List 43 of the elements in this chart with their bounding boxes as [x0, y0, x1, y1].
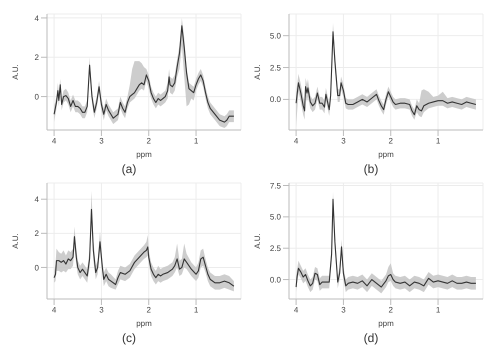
x-tick-label: 4 — [294, 136, 299, 146]
y-axis-title: A.U. — [10, 233, 20, 249]
x-tick-label: 3 — [99, 136, 104, 146]
x-tick-label: 1 — [194, 306, 199, 315]
text: (a) — [122, 162, 136, 176]
y-tick-label: 2 — [34, 229, 40, 238]
x-tick-label: 1 — [436, 306, 441, 315]
x-axis-title: ppm — [136, 150, 152, 159]
x-tick-label: 2 — [146, 306, 152, 315]
y-tick-label: 7.5 — [270, 181, 282, 190]
y-tick-label: 2 — [34, 53, 40, 62]
y-tick-label: 0 — [34, 263, 40, 272]
x-tick-label: 1 — [436, 136, 441, 146]
y-tick-label: 2.5 — [270, 63, 282, 72]
y-tick-label: 5.0 — [270, 212, 282, 222]
x-tick-label: 2 — [146, 136, 152, 146]
line-series — [296, 31, 476, 116]
x-tick-label: 2 — [388, 136, 394, 146]
y-axis-title: A.U. — [252, 233, 262, 249]
x-axis-title: ppm — [378, 319, 394, 328]
y-tick-label: 4 — [34, 195, 40, 204]
x-tick-label: 1 — [194, 136, 199, 146]
y-axis-title: A.U. — [252, 64, 262, 80]
x-tick-label: 2 — [388, 306, 394, 315]
y-tick-label: 0.0 — [270, 275, 282, 284]
x-tick-label: 3 — [341, 306, 346, 315]
x-tick-label: 4 — [294, 306, 299, 315]
y-tick-label: 0 — [34, 92, 40, 102]
y-tick-label: 2.5 — [270, 244, 282, 254]
y-axis-title: A.U. — [10, 64, 20, 80]
x-axis-title: ppm — [378, 150, 394, 159]
y-tick-label: 4 — [34, 14, 40, 23]
text: (c) — [122, 331, 136, 345]
x-tick-label: 3 — [99, 306, 104, 315]
text: (b) — [364, 162, 378, 176]
x-tick-label: 4 — [52, 136, 57, 146]
y-tick-label: 0.0 — [270, 95, 282, 104]
x-axis-title: ppm — [136, 319, 152, 328]
x-tick-label: 3 — [341, 136, 346, 146]
line-series — [54, 208, 234, 287]
text: (d) — [364, 331, 378, 345]
x-tick-label: 4 — [52, 306, 57, 315]
y-tick-label: 5.0 — [270, 32, 282, 41]
